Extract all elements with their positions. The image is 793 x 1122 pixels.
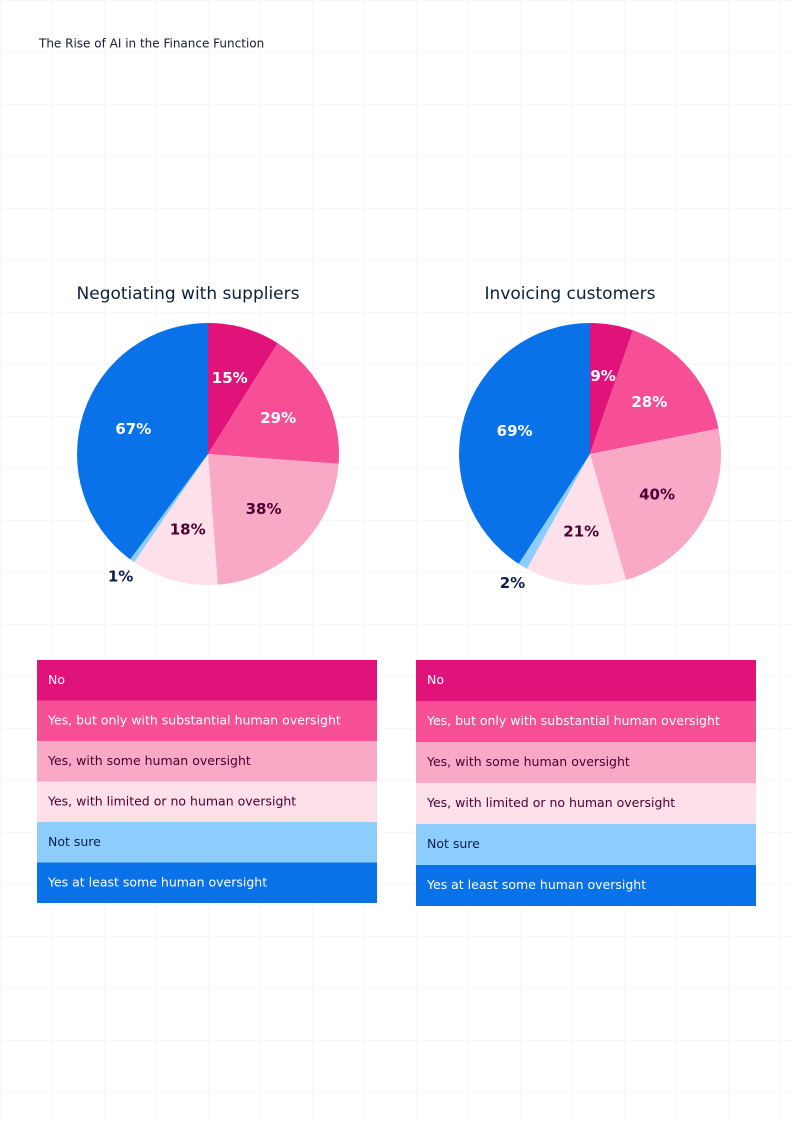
legend-label: Yes, with some human oversight — [426, 754, 630, 769]
pie-slice — [590, 323, 634, 454]
pie-slice — [134, 454, 218, 585]
slice-label: 15% — [212, 369, 248, 387]
pie-slice — [208, 343, 339, 464]
slice-label: 69% — [497, 422, 533, 440]
slice-label: 67% — [115, 420, 151, 438]
legend-swatch — [37, 862, 377, 903]
legend-label: Yes, with limited or no human oversight — [426, 795, 675, 810]
page-title: The Rise of AI in the Finance Function — [38, 37, 264, 51]
legend-label: Yes, but only with substantial human ove… — [426, 713, 720, 728]
legend-swatch — [37, 741, 377, 782]
pie-slice — [130, 454, 208, 563]
legend-swatch — [416, 824, 756, 865]
slice-label: 2% — [500, 574, 525, 592]
slice-label: 38% — [246, 500, 282, 518]
legend-label: Yes, but only with substantial human ove… — [47, 712, 341, 727]
pie-slice — [590, 428, 721, 580]
legend-label: Yes at least some human oversight — [426, 877, 646, 892]
legend-swatch — [416, 865, 756, 906]
pie-title: Negotiating with suppliers — [77, 284, 300, 304]
pie-slice — [590, 330, 719, 454]
slice-label: 28% — [631, 393, 667, 411]
legend-swatch — [37, 822, 377, 863]
pie-slice — [518, 454, 590, 569]
legend-label: No — [48, 672, 65, 687]
legend-label: Yes, with some human oversight — [47, 753, 251, 768]
pie-slice — [208, 323, 278, 454]
legend-label: Not sure — [427, 836, 480, 851]
slice-label: 40% — [639, 485, 675, 503]
legend-swatch — [416, 783, 756, 824]
legend-label: Yes at least some human oversight — [47, 874, 267, 889]
pie-title: Invoicing customers — [485, 284, 656, 304]
legend-label: Yes, with limited or no human oversight — [47, 793, 296, 808]
legend-swatch — [416, 701, 756, 742]
legend-swatch — [37, 700, 377, 741]
pie-slice — [77, 323, 208, 560]
slice-label: 21% — [563, 523, 599, 541]
legend-swatch — [37, 660, 377, 701]
pie-slice — [526, 454, 627, 585]
legend-swatch — [416, 742, 756, 783]
slice-label: 1% — [108, 568, 133, 586]
legend-label: No — [427, 672, 444, 687]
slice-label: 29% — [260, 409, 296, 427]
pie-slice — [458, 323, 590, 564]
slice-label: 9% — [590, 367, 615, 385]
legend-label: Not sure — [48, 834, 101, 849]
slice-label: 18% — [170, 520, 206, 538]
legend-swatch — [37, 781, 377, 822]
pie-slice — [208, 454, 339, 585]
legend-swatch — [416, 660, 756, 701]
